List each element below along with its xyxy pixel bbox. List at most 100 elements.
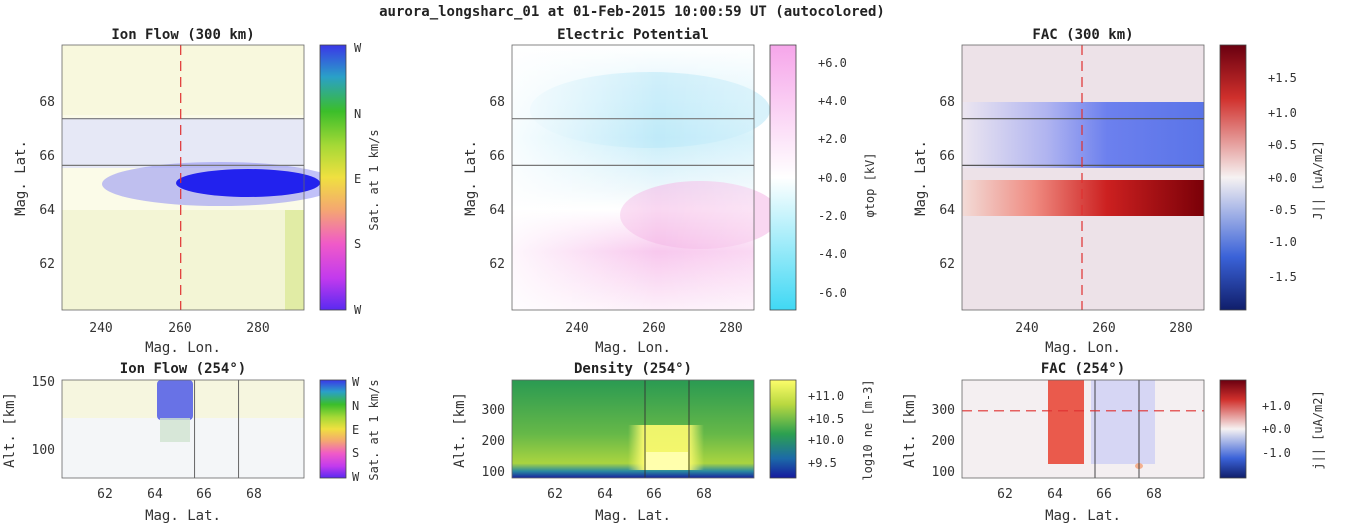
y-tick-label: 62 [939,257,955,272]
colorbar-tick: +0.0 [818,171,847,185]
panel-density-254: Density (254°) Mag. Lat. Alt. [km] 62 64… [452,361,875,524]
colorbar-tick: W [352,375,360,389]
y-tick-label: 200 [932,434,955,449]
colorbar-tick: -0.5 [1268,203,1297,217]
density-colorbar [769,379,797,479]
y-tick-label: 64 [489,203,505,218]
potential-yticks: 62 64 66 68 [489,95,505,272]
panel-fac-254: FAC (254°) Mag. Lat. Alt. [km] 62 64 66 … [902,361,1325,524]
x-tick-label: 260 [168,321,191,336]
colorbar-tick: -4.0 [818,247,847,261]
colorbar-tick: -2.0 [818,209,847,223]
x-tick-label: 66 [1096,487,1112,502]
fac-254-blue-column [1091,380,1155,464]
ion-flow-title: Ion Flow (300 km) [111,27,254,43]
fac-colorbar [1219,44,1247,311]
y-tick-label: 64 [39,203,55,218]
y-tick-label: 100 [482,465,505,480]
density-colorbar-ticks: +11.0 +10.5 +10.0 +9.5 [808,389,844,470]
fac-254-frame [961,379,1205,479]
ion-flow-yticks: 62 64 66 68 [39,95,55,272]
x-tick-label: 280 [1169,321,1192,336]
ion-flow-254-colorbar-ticks: W N E S W [352,375,360,484]
ion-flow-254-ylabel: Alt. [km] [2,392,18,468]
y-tick-label: 62 [489,257,505,272]
y-tick-label: 68 [489,95,505,110]
x-tick-label: 240 [89,321,112,336]
colorbar-tick: S [354,237,361,251]
y-tick-label: 300 [482,403,505,418]
colorbar-tick: -1.0 [1268,235,1297,249]
ion-flow-254-colorbar [319,379,347,479]
colorbar-tick: +4.0 [818,94,847,108]
potential-colorbar-label: φtop [kV] [863,152,877,217]
colorbar-tick: E [352,423,359,437]
colorbar-tick: -6.0 [818,286,847,300]
figure-title: aurora_longsharc_01 at 01-Feb-2015 10:00… [379,4,885,20]
fac-colorbar-label: J|| [uA/m2] [1311,140,1325,219]
ion-flow-254-yticks: 100 150 [32,375,55,458]
potential-title: Electric Potential [557,27,709,43]
potential-frame [511,44,755,311]
fac-254-xticks: 62 64 66 68 [997,487,1162,502]
y-tick-label: 66 [489,149,505,164]
x-tick-label: 240 [565,321,588,336]
colorbar-tick: N [352,399,359,413]
ion-flow-pale-band [62,118,304,168]
colorbar-tick: +0.5 [1268,138,1297,152]
fac-254-colorbar-ticks: +1.0 +0.0 -1.0 [1262,399,1291,460]
x-tick-label: 260 [1092,321,1115,336]
ion-flow-blue-core [176,169,320,197]
ion-flow-xlabel: Mag. Lon. [145,340,221,356]
ion-flow-right-green [285,210,304,310]
x-tick-label: 64 [147,487,163,502]
ion-flow-254-colorbar-label: Sat. at 1 km/s [367,379,381,480]
x-tick-label: 68 [246,487,262,502]
x-tick-label: 64 [597,487,613,502]
potential-colorbar [769,44,797,311]
x-tick-label: 62 [997,487,1013,502]
colorbar-tick: +10.5 [808,412,844,426]
fac-yticks: 62 64 66 68 [939,95,955,272]
ion-flow-upper-tint [62,45,304,115]
fac-colorbar-ticks: +1.5 +1.0 +0.5 +0.0 -0.5 -1.0 -1.5 [1268,71,1297,284]
y-tick-label: 300 [932,403,955,418]
ion-flow-254-blue-column [157,380,193,420]
density-frame [511,379,755,479]
ion-flow-ylabel: Mag. Lat. [13,140,29,216]
potential-xticks: 240 260 280 [565,321,742,336]
density-xticks: 62 64 66 68 [547,487,712,502]
panel-fac-300km: FAC (300 km) Mag. Lon. Mag. Lat. 240 260… [913,27,1325,356]
y-tick-label: 150 [32,375,55,390]
y-tick-label: 100 [932,465,955,480]
density-colorbar-label: log10 ne [m-3] [861,379,875,480]
fac-frame [961,44,1205,311]
x-tick-label: 62 [547,487,563,502]
colorbar-tick: +11.0 [808,389,844,403]
x-tick-label: 66 [646,487,662,502]
colorbar-tick: W [354,41,362,55]
y-tick-label: 68 [939,95,955,110]
fac-254-red-column [1048,380,1084,464]
fac-254-colorbar [1219,379,1247,479]
x-tick-label: 66 [196,487,212,502]
colorbar-tick: +2.0 [818,132,847,146]
y-tick-label: 66 [939,149,955,164]
y-tick-label: 62 [39,257,55,272]
panel-ion-flow-300km: Ion Flow (300 km) Mag. Lon. Mag. Lat. 24… [13,27,381,356]
ion-flow-254-title: Ion Flow (254°) [120,361,246,377]
x-tick-label: 62 [97,487,113,502]
y-tick-label: 68 [39,95,55,110]
colorbar-tick: +10.0 [808,433,844,447]
fac-blue-band [962,102,1204,168]
density-title: Density (254°) [574,361,692,377]
ion-flow-colorbar [319,44,347,311]
fac-254-colorbar-label: j|| [uA/m2] [1311,390,1325,469]
fac-254-ylabel: Alt. [km] [902,392,918,468]
potential-xlabel: Mag. Lon. [595,340,671,356]
fac-254-yticks: 100 200 300 [932,403,955,480]
density-yticks: 100 200 300 [482,403,505,480]
colorbar-tick: +0.0 [1268,171,1297,185]
colorbar-tick: W [352,470,360,484]
